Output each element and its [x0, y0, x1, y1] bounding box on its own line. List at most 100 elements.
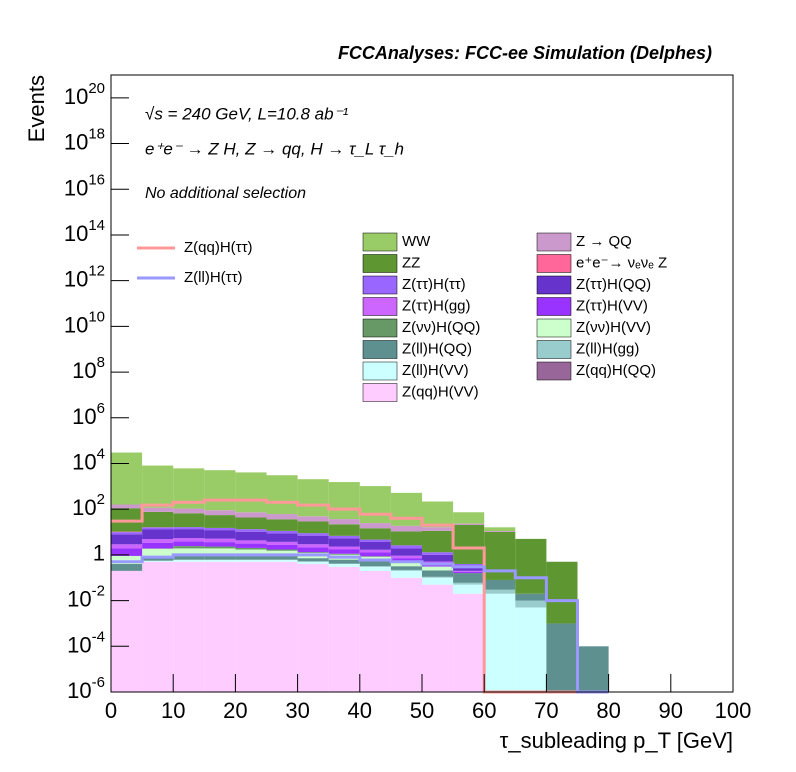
bar-segment	[453, 512, 485, 524]
bar-segment	[328, 524, 360, 536]
tick-exp: 6	[97, 400, 105, 417]
bar-segment	[111, 548, 143, 556]
x-tick-label: 40	[348, 698, 372, 723]
bar-segment	[173, 538, 205, 542]
bar-segment	[422, 501, 454, 528]
legend-swatch	[536, 340, 572, 359]
bar-segment	[173, 541, 205, 547]
bar-segment	[204, 548, 236, 556]
bar-segment	[235, 549, 267, 556]
legend-label: Z(ττ)H(ττ)	[402, 276, 466, 293]
bar-segment	[515, 607, 547, 692]
bar-segment	[204, 515, 236, 528]
legend-label: Z(ττ)H(QQ)	[576, 276, 651, 293]
x-tick-label: 10	[161, 698, 185, 723]
bar-segment	[266, 519, 298, 531]
tick-base: 10	[64, 84, 88, 109]
bar-segment	[142, 527, 174, 530]
legend-label: Z(ll)H(VV)	[402, 362, 469, 379]
y-tick-label: 102	[72, 491, 105, 520]
bar-segment	[297, 561, 329, 564]
y-tick-label: 1010	[64, 308, 105, 337]
bar-segment	[390, 492, 422, 526]
chart-title: FCCAnalyses: FCC-ee Simulation (Delphes)	[338, 43, 712, 63]
tick-exp: 16	[88, 171, 105, 188]
bar-segment	[390, 558, 422, 562]
bar-segment	[359, 566, 391, 567]
bar-segment	[453, 571, 485, 574]
bar-segment	[390, 577, 422, 692]
bar-segment	[204, 527, 236, 531]
bar-segment	[111, 555, 143, 564]
line-series	[111, 553, 609, 694]
y-axis-label: Events	[24, 75, 49, 142]
bar-segment	[422, 552, 454, 555]
y-tick-label: 106	[72, 400, 105, 429]
bar-segment	[453, 573, 485, 583]
bar-segment	[266, 530, 298, 534]
bar-segment	[111, 534, 143, 545]
bar-segment	[142, 548, 174, 557]
bar-segment	[359, 486, 391, 524]
legend-label: Z → QQ	[576, 233, 632, 250]
x-tick-label: 20	[223, 698, 247, 723]
tick-base: 10	[64, 312, 88, 337]
legend-label: ZZ	[402, 254, 420, 271]
bar-segment	[390, 555, 422, 559]
bar-segment	[577, 646, 609, 692]
tick-base: 10	[67, 632, 91, 657]
legend-swatch	[362, 340, 398, 359]
tick-exp: -4	[92, 628, 105, 645]
y-tick-label: 10-6	[67, 674, 105, 703]
bar-segment	[266, 475, 298, 515]
legend-label: Z(qq)H(VV)	[402, 383, 479, 400]
tick-base: 10	[67, 678, 91, 703]
y-tick-label: 108	[72, 354, 105, 383]
bar-segment	[328, 553, 360, 555]
bar-segment	[266, 559, 298, 562]
bar-segment	[173, 546, 205, 549]
bar-segment	[390, 566, 422, 570]
bar-segment	[453, 523, 485, 525]
tick-exp: 2	[97, 491, 105, 508]
bar-segment	[204, 470, 236, 511]
legend-label: Z(ττ)H(VV)	[576, 297, 648, 314]
bar-segment	[359, 549, 391, 553]
bar-segment	[111, 532, 143, 535]
bar-segment	[390, 545, 422, 549]
bar-segment	[484, 527, 516, 532]
bar-segment	[484, 589, 516, 594]
bar-segment	[111, 563, 143, 571]
bar-segment	[297, 535, 329, 545]
bar-segment	[328, 566, 360, 692]
bar-segment	[235, 517, 267, 530]
bar-segment	[142, 511, 174, 528]
bar-segment	[266, 555, 298, 560]
bar-segment	[266, 561, 298, 692]
y-tick-label: 1016	[64, 171, 105, 200]
bar-segment	[204, 530, 236, 539]
bar-segment	[266, 533, 298, 542]
bar-segment	[142, 542, 174, 549]
bar-segment	[328, 482, 360, 520]
bar-segment	[297, 552, 329, 553]
x-axis-label: τ_subleading p_T [GeV]	[500, 728, 733, 753]
legend-swatch	[536, 318, 572, 338]
bar-segment	[453, 566, 485, 571]
legend-label: Z(ll)H(QQ)	[402, 340, 472, 357]
legend-label: e⁺e⁻→ νₑνₑ Z	[576, 254, 667, 271]
y-tick-label: 10-4	[67, 628, 105, 657]
bar-segment	[142, 560, 174, 562]
bar-segment	[359, 566, 391, 571]
tick-exp: 20	[88, 80, 105, 97]
bar-segment	[173, 508, 205, 514]
bar-segment	[422, 530, 454, 553]
plot-area	[111, 452, 609, 692]
legend-swatch	[536, 297, 572, 316]
bar-segment	[359, 539, 391, 542]
bar-segment	[422, 576, 454, 578]
bar-segment	[422, 577, 454, 585]
bar-segment	[297, 479, 329, 517]
bar-segment	[359, 528, 391, 540]
bar-segment	[235, 472, 267, 513]
